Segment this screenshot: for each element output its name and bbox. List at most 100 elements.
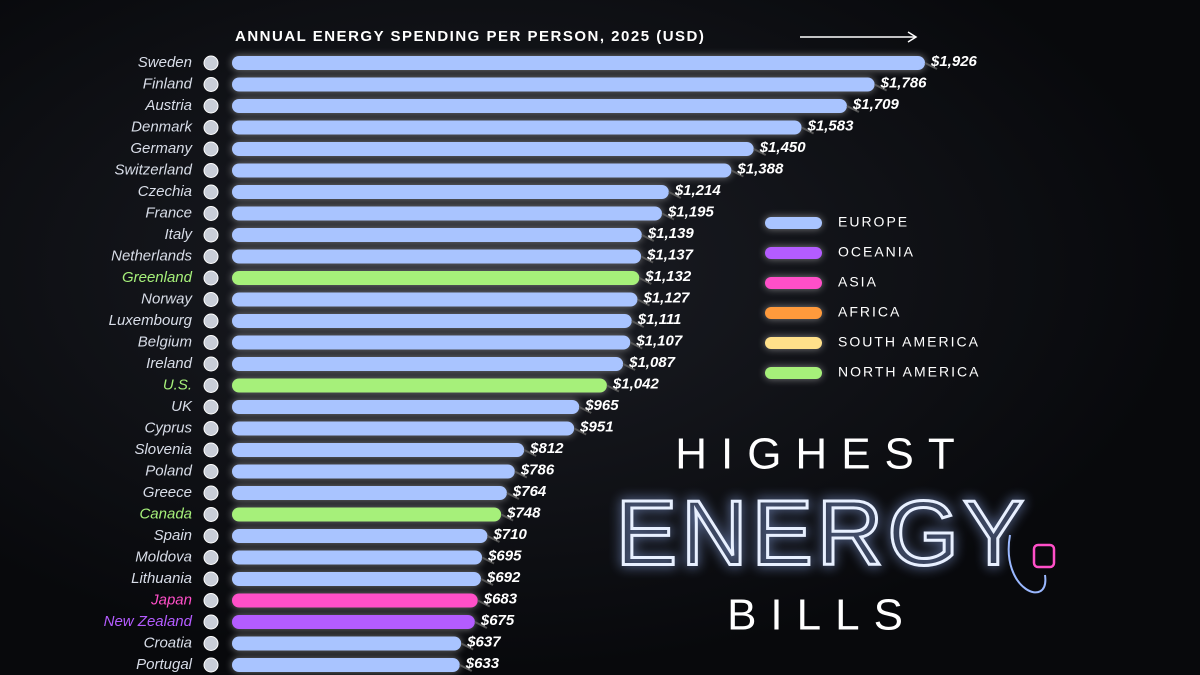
value-label: $786: [520, 461, 555, 478]
category-label: Greenland: [122, 269, 193, 286]
bar: [232, 120, 802, 135]
category-label: Greece: [143, 484, 192, 501]
bar-cap: [874, 83, 888, 92]
flag: [203, 528, 219, 544]
flag: [203, 77, 219, 92]
bar: [232, 464, 515, 479]
headline: HIGHEST: [675, 430, 969, 479]
category-label: Sweden: [138, 54, 192, 71]
bar: [232, 292, 638, 307]
bar-cap: [500, 513, 514, 522]
bar-cap: [481, 556, 495, 565]
value-label: $1,132: [644, 268, 692, 285]
legend-swatch: [765, 277, 822, 289]
flag: [203, 249, 219, 264]
bar: [232, 400, 580, 414]
legend-swatch: [765, 217, 822, 229]
bar-cap: [514, 470, 528, 479]
category-label: Luxembourg: [109, 312, 193, 329]
bar-cap: [846, 105, 860, 113]
bar-cap: [668, 191, 682, 199]
legend-swatch: [765, 337, 822, 349]
bar: [232, 572, 481, 586]
category-label: Poland: [145, 462, 192, 479]
category-label: Denmark: [131, 118, 193, 135]
bar-cap: [487, 535, 500, 543]
value-label: $633: [465, 655, 500, 672]
bar-cap: [730, 169, 744, 178]
bar: [232, 443, 525, 457]
category-label: Germany: [130, 140, 193, 157]
category-label: Spain: [154, 527, 192, 544]
bar: [232, 142, 754, 156]
category-label: Ireland: [146, 355, 193, 372]
bar-cap: [506, 492, 520, 500]
category-label: UK: [171, 398, 193, 415]
value-label: $1,388: [736, 160, 784, 177]
value-label: $1,195: [667, 203, 715, 220]
bar: [232, 615, 475, 629]
bar-cap: [573, 427, 587, 436]
category-label: Austria: [144, 97, 192, 114]
value-label: $748: [506, 504, 541, 521]
bar-cap: [460, 642, 474, 651]
flag: [203, 378, 219, 393]
legend-swatch: [765, 367, 822, 379]
category-label: Belgium: [138, 333, 192, 350]
bar: [232, 658, 460, 672]
flag: [203, 485, 219, 501]
bar: [232, 185, 669, 199]
flag: [203, 593, 219, 608]
legend-label: OCEANIA: [838, 244, 915, 260]
value-label: $1,111: [637, 311, 682, 328]
value-label: $1,139: [647, 225, 695, 242]
category-label: U.S.: [163, 376, 192, 393]
flag: [203, 571, 219, 587]
value-label: $692: [486, 569, 521, 586]
legend-swatch: [765, 247, 822, 259]
flag: [203, 356, 219, 372]
bar-cap: [638, 277, 652, 285]
value-label: $637: [466, 633, 501, 650]
bar: [232, 378, 607, 393]
category-label: Canada: [139, 505, 192, 522]
value-label: $1,786: [880, 74, 928, 91]
value-label: $1,583: [807, 117, 855, 134]
bar: [232, 486, 507, 500]
flag: [203, 270, 219, 286]
bar-cap: [924, 62, 938, 70]
flag: [203, 55, 219, 71]
category-label: New Zealand: [104, 613, 193, 630]
bar: [232, 550, 483, 565]
chart-title: ANNUAL ENERGY SPENDING PER PERSON, 2025 …: [235, 28, 705, 45]
category-label: Moldova: [135, 548, 192, 565]
value-label: $1,107: [635, 332, 683, 349]
bar: [232, 56, 925, 70]
arrow-head: [907, 31, 918, 43]
flag: [203, 507, 219, 522]
value-label: $965: [584, 397, 619, 414]
value-label: $683: [483, 590, 518, 607]
category-label: France: [145, 204, 192, 221]
category-label: Switzerland: [114, 161, 192, 178]
flag: [203, 313, 219, 329]
headline: BILLS: [727, 591, 917, 640]
bar: [232, 77, 875, 92]
flag: [203, 206, 219, 221]
bar: [232, 593, 478, 608]
flag: [203, 614, 219, 630]
value-label: $1,127: [643, 289, 691, 306]
bar-cap: [640, 255, 654, 264]
category-label: Cyprus: [144, 419, 192, 436]
legend-swatch: [765, 307, 822, 319]
bar: [232, 314, 632, 328]
flag: [203, 141, 219, 157]
plug-icon: [1032, 543, 1056, 569]
flag: [203, 399, 219, 415]
category-label: Japan: [150, 591, 192, 608]
flag: [203, 657, 219, 673]
category-label: Czechia: [138, 183, 192, 200]
bar: [232, 206, 662, 221]
category-label: Lithuania: [131, 570, 192, 587]
